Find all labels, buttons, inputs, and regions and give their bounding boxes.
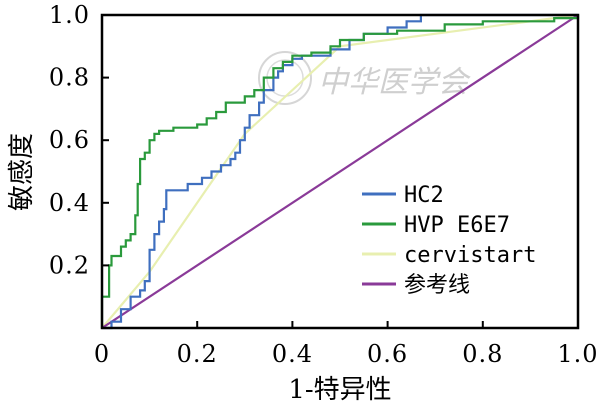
legend-label: 参考线 [404,273,470,298]
x-tick-label: 0.6 [367,340,408,368]
series-line-hc2 [102,13,578,330]
y-tick-label: 1.0 [49,1,90,29]
x-tick-label: 0.4 [272,340,313,368]
y-tick-label: 0.8 [49,64,90,92]
legend-label: HC2 [404,183,444,208]
x-tick-label: 0.8 [462,340,503,368]
y-axis-title: 敏感度 [7,133,37,211]
legend-label: HVP E6E7 [404,213,510,238]
y-tick-label: 0.2 [49,251,90,279]
series-line-hvp-e6e7 [100,15,580,328]
ticks-layer: 0 0.2 0.4 0.6 0.8 1.0 0.2 0.4 0.6 0.8 1.0 [49,1,596,368]
legend: HC2 HVP E6E7 cervistart 参考线 [362,183,536,298]
plot-frame [100,13,580,330]
legend-label: cervistart [404,243,536,268]
series-line- [101,14,579,329]
watermark-text: 中华医学会 [318,65,471,100]
x-tick-label: 0 [94,340,110,368]
watermark: 中华医学会 [258,51,471,105]
series-layer [100,13,580,330]
watermark-seal-icon [258,51,312,105]
x-axis-title: 1-特异性 [288,375,391,405]
x-tick-label: 0.2 [177,340,218,368]
x-tick-label: 1.0 [557,340,596,368]
y-tick-label: 0.4 [49,189,90,217]
y-tick-label: 0.6 [49,126,90,154]
